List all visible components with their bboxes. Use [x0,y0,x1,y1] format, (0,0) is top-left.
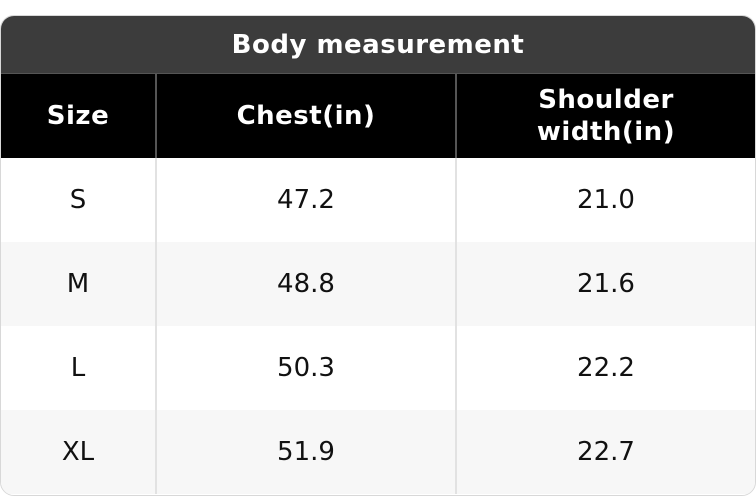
table-grid: Size Chest(in) Shoulder width(in) S 47.2 21.0… [1,73,755,494]
table-cell: 21.6 [455,242,755,326]
table-cell: 50.3 [155,326,455,410]
table-cell: 22.2 [455,326,755,410]
header-cell: Chest(in) [155,73,455,158]
table-cell: XL [1,410,155,494]
table-cell: 21.0 [455,158,755,242]
header-cell: Size [1,73,155,158]
table-title: Body measurement [1,16,755,73]
table-cell: S [69,185,87,215]
table: Body measurement Size Chest(in) Shoulder w… [0,15,756,496]
header-cell: Shoulder width(in) [455,73,755,158]
table-cell: 48.8 [155,242,455,326]
table-cell: 51.9 [155,410,455,494]
table-cell: L [70,353,86,383]
table-cell: M [1,242,155,326]
table-cell: 22.7 [455,410,755,494]
table-cell: 47.2 [155,158,455,242]
